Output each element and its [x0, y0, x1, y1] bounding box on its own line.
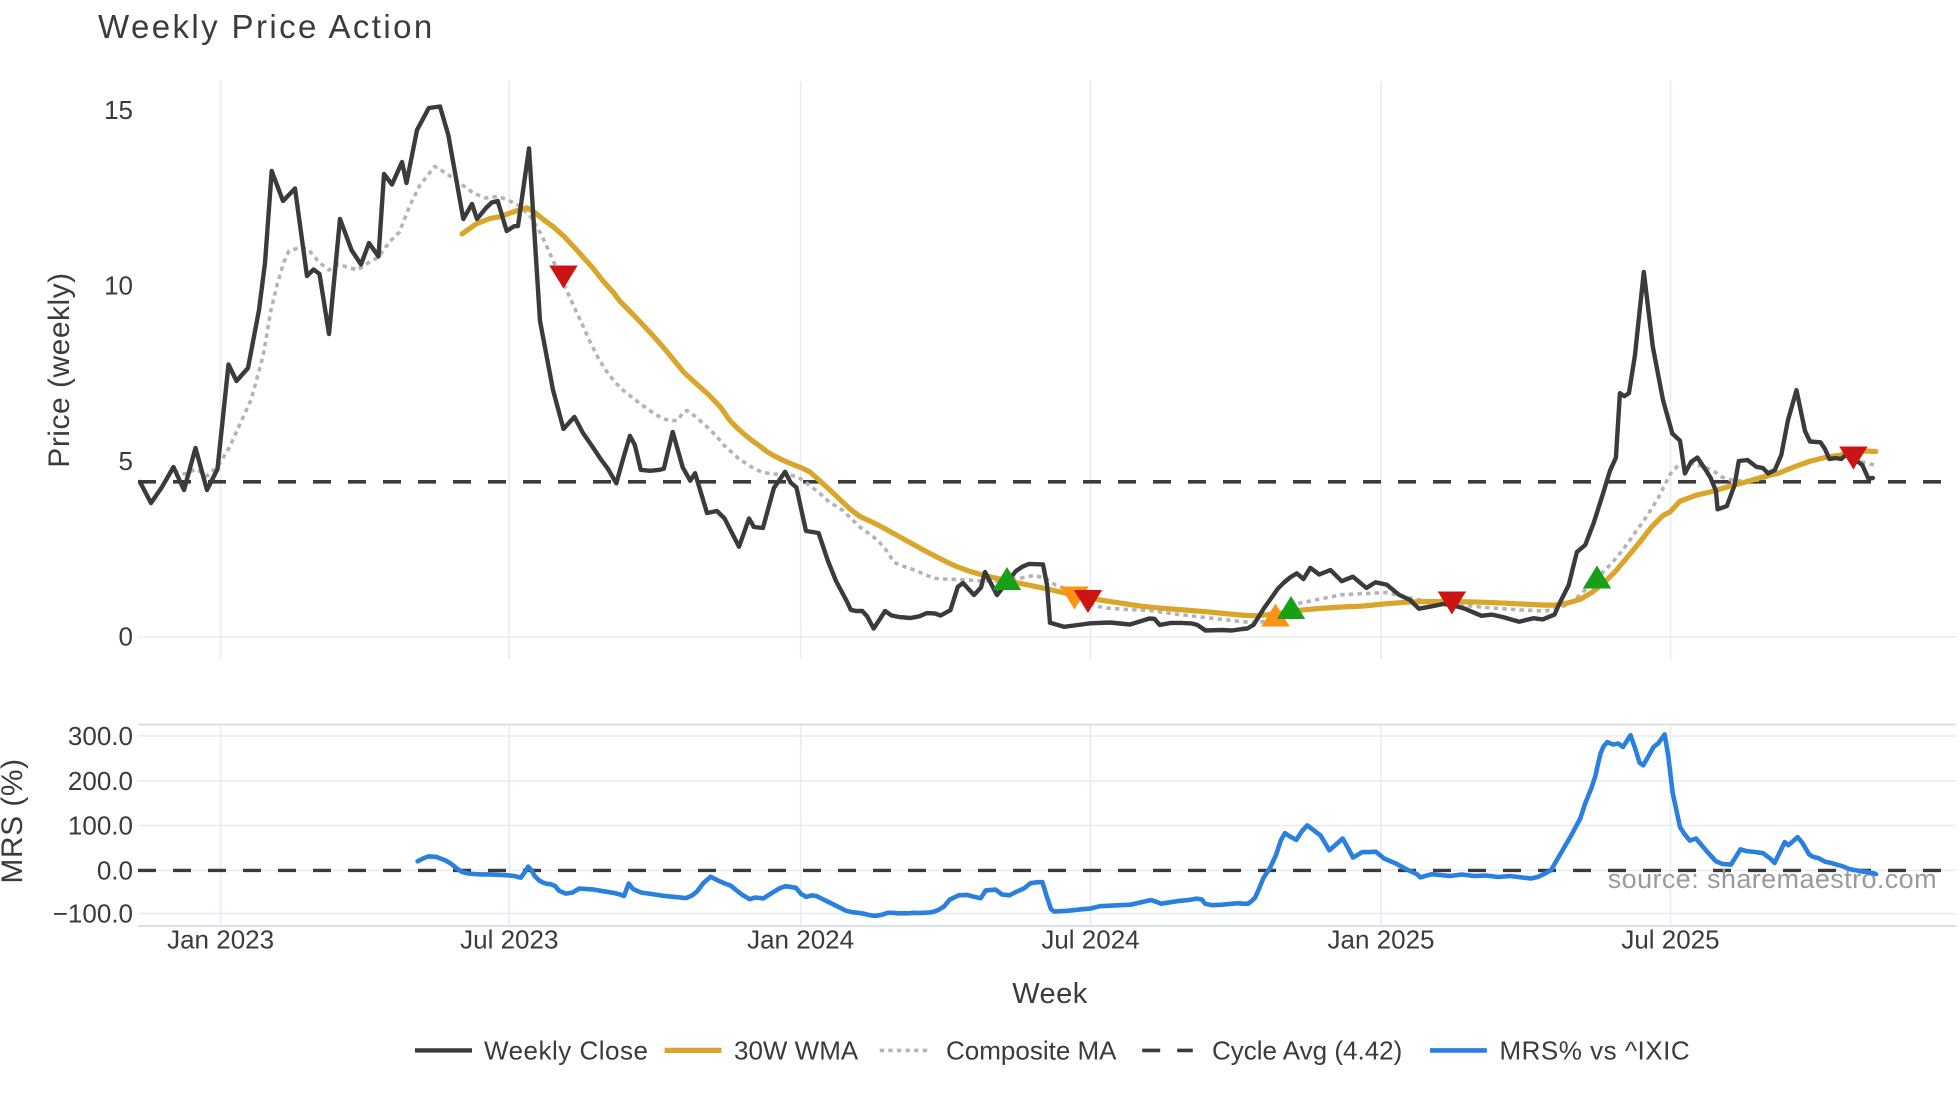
svg-text:Weekly Price Action: Weekly Price Action: [98, 8, 435, 45]
svg-text:Composite MA: Composite MA: [946, 1035, 1117, 1065]
svg-text:5: 5: [119, 446, 133, 476]
svg-text:Jan 2025: Jan 2025: [1328, 925, 1435, 955]
svg-text:200.0: 200.0: [68, 766, 133, 796]
svg-text:0.0: 0.0: [97, 855, 133, 885]
svg-text:−100.0: −100.0: [53, 899, 133, 929]
svg-text:300.0: 300.0: [68, 721, 133, 751]
svg-text:MRS% vs ^IXIC: MRS% vs ^IXIC: [1500, 1035, 1691, 1065]
svg-text:Jul 2023: Jul 2023: [460, 925, 558, 955]
svg-text:Jul 2024: Jul 2024: [1041, 925, 1139, 955]
svg-text:Jan 2024: Jan 2024: [747, 925, 854, 955]
svg-text:Jan 2023: Jan 2023: [167, 925, 274, 955]
svg-text:10: 10: [104, 271, 133, 301]
svg-text:30W WMA: 30W WMA: [734, 1035, 859, 1065]
svg-text:100.0: 100.0: [68, 811, 133, 841]
svg-text:0: 0: [119, 622, 133, 652]
svg-text:Weekly Close: Weekly Close: [484, 1035, 648, 1065]
svg-text:Jul 2025: Jul 2025: [1621, 925, 1719, 955]
svg-text:Price (weekly): Price (weekly): [43, 272, 76, 467]
svg-text:MRS (%): MRS (%): [0, 758, 29, 883]
svg-text:source: sharemaestro.com: source: sharemaestro.com: [1608, 864, 1937, 894]
svg-text:15: 15: [104, 95, 133, 125]
svg-text:Week: Week: [1012, 978, 1088, 1010]
svg-text:Cycle Avg (4.42): Cycle Avg (4.42): [1212, 1035, 1402, 1065]
